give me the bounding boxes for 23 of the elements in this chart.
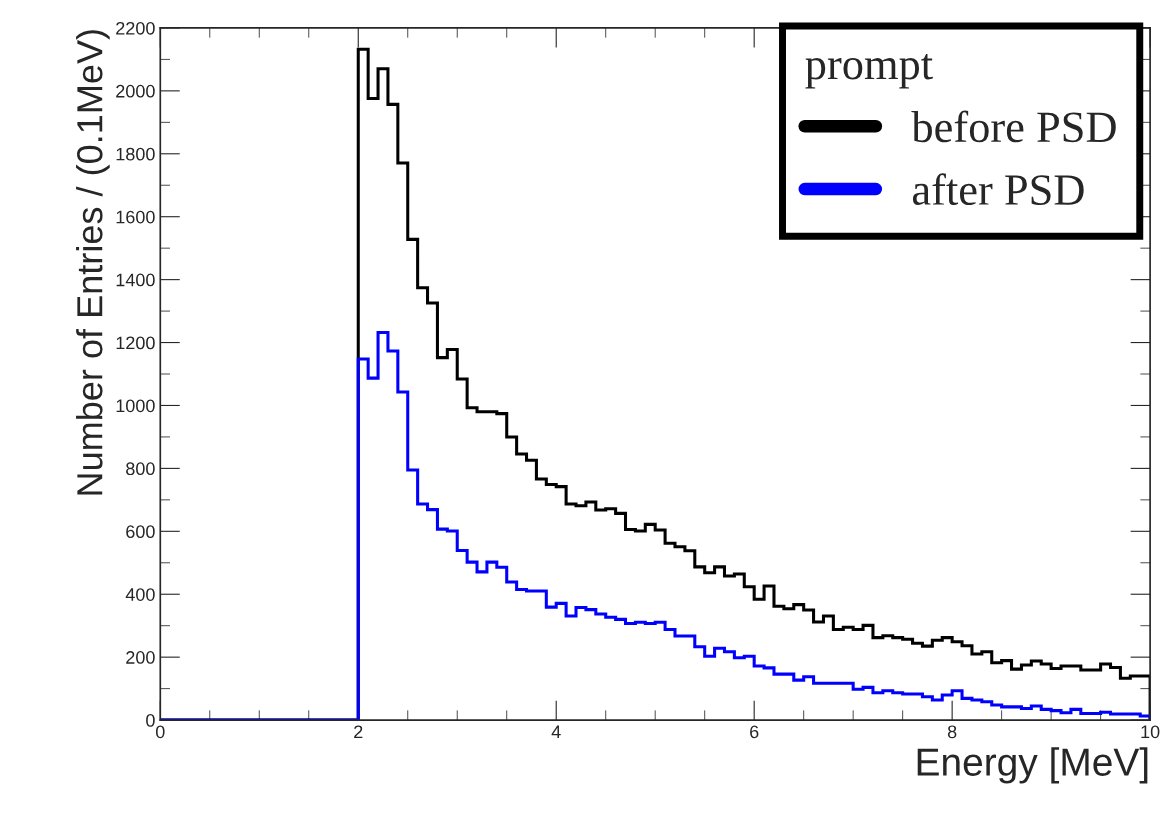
y-tick-label: 1600 bbox=[116, 210, 155, 224]
x-tick-label: 6 bbox=[750, 725, 759, 739]
y-tick-label: 1000 bbox=[116, 399, 155, 413]
y-tick-label: 600 bbox=[126, 525, 155, 539]
y-tick-label: 1800 bbox=[116, 147, 155, 161]
y-tick-label: 800 bbox=[126, 462, 155, 476]
x-tick-label: 8 bbox=[947, 725, 957, 739]
x-tick-label: 4 bbox=[551, 725, 561, 739]
y-tick-label: 1400 bbox=[116, 273, 155, 287]
y-tick-label: 2200 bbox=[116, 21, 155, 35]
y-tick-label: 0 bbox=[146, 714, 155, 727]
legend-label: before PSD bbox=[911, 110, 1116, 143]
x-tick-label: 10 bbox=[1141, 725, 1160, 739]
legend-label: after PSD bbox=[912, 173, 1084, 206]
y-tick-label: 1200 bbox=[116, 336, 155, 350]
y-axis-title: Number of Entries / (0.1MeV) bbox=[76, 30, 110, 495]
x-axis-title: Energy [MeV] bbox=[917, 747, 1148, 784]
x-tick-label: 0 bbox=[155, 725, 165, 739]
y-tick-label: 200 bbox=[126, 651, 155, 664]
legend-title: prompt bbox=[805, 53, 933, 89]
y-tick-label: 400 bbox=[125, 588, 155, 601]
x-tick-label: 2 bbox=[354, 725, 363, 739]
y-tick-label: 2000 bbox=[116, 84, 155, 98]
